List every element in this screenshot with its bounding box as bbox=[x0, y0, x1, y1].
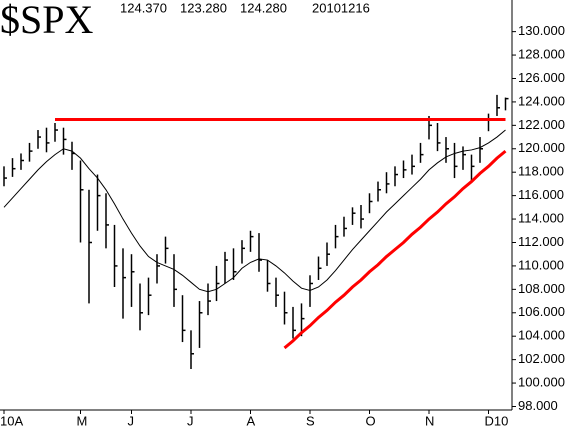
y-tick-label: 130.000 bbox=[518, 23, 565, 38]
y-tick-label: 128.000 bbox=[518, 46, 565, 61]
info-date: 20101216 bbox=[312, 0, 370, 15]
y-tick-label: 120.000 bbox=[518, 140, 565, 155]
info-low: 123.280 bbox=[180, 0, 227, 15]
x-tick-label: O bbox=[366, 413, 376, 428]
y-tick-label: 116.000 bbox=[518, 187, 564, 202]
x-tick-label: S bbox=[306, 413, 315, 428]
x-tick-label: A bbox=[247, 413, 256, 428]
y-tick-label: 112.000 bbox=[518, 234, 564, 249]
y-tick-label: 106.000 bbox=[518, 304, 565, 319]
y-tick-label: 102.000 bbox=[518, 351, 565, 366]
y-tick-label: 126.000 bbox=[518, 70, 565, 85]
moving-average bbox=[3, 129, 506, 293]
info-high: 124.370 bbox=[120, 0, 167, 15]
y-tick-label: 122.000 bbox=[518, 117, 565, 132]
y-tick-label: 118.000 bbox=[518, 164, 564, 179]
y-tick-label: 124.000 bbox=[518, 93, 565, 108]
x-tick-label: 10A bbox=[0, 413, 23, 428]
trend-line bbox=[283, 149, 507, 350]
y-tick-label: 98.000 bbox=[518, 398, 558, 413]
x-tick-label: N bbox=[425, 413, 434, 428]
x-tick-label: M bbox=[77, 413, 88, 428]
y-tick-label: 110.000 bbox=[518, 257, 564, 272]
x-tick-label: D10 bbox=[485, 413, 509, 428]
y-tick-label: 114.000 bbox=[518, 210, 564, 225]
x-tick-label: J bbox=[187, 413, 194, 428]
y-tick-label: 100.000 bbox=[518, 374, 565, 389]
x-tick-label: J bbox=[128, 413, 135, 428]
y-tick-label: 108.000 bbox=[518, 281, 565, 296]
y-tick-label: 104.000 bbox=[518, 328, 565, 343]
info-close: 124.280 bbox=[240, 0, 287, 15]
chart-title: $SPX bbox=[0, 0, 93, 42]
